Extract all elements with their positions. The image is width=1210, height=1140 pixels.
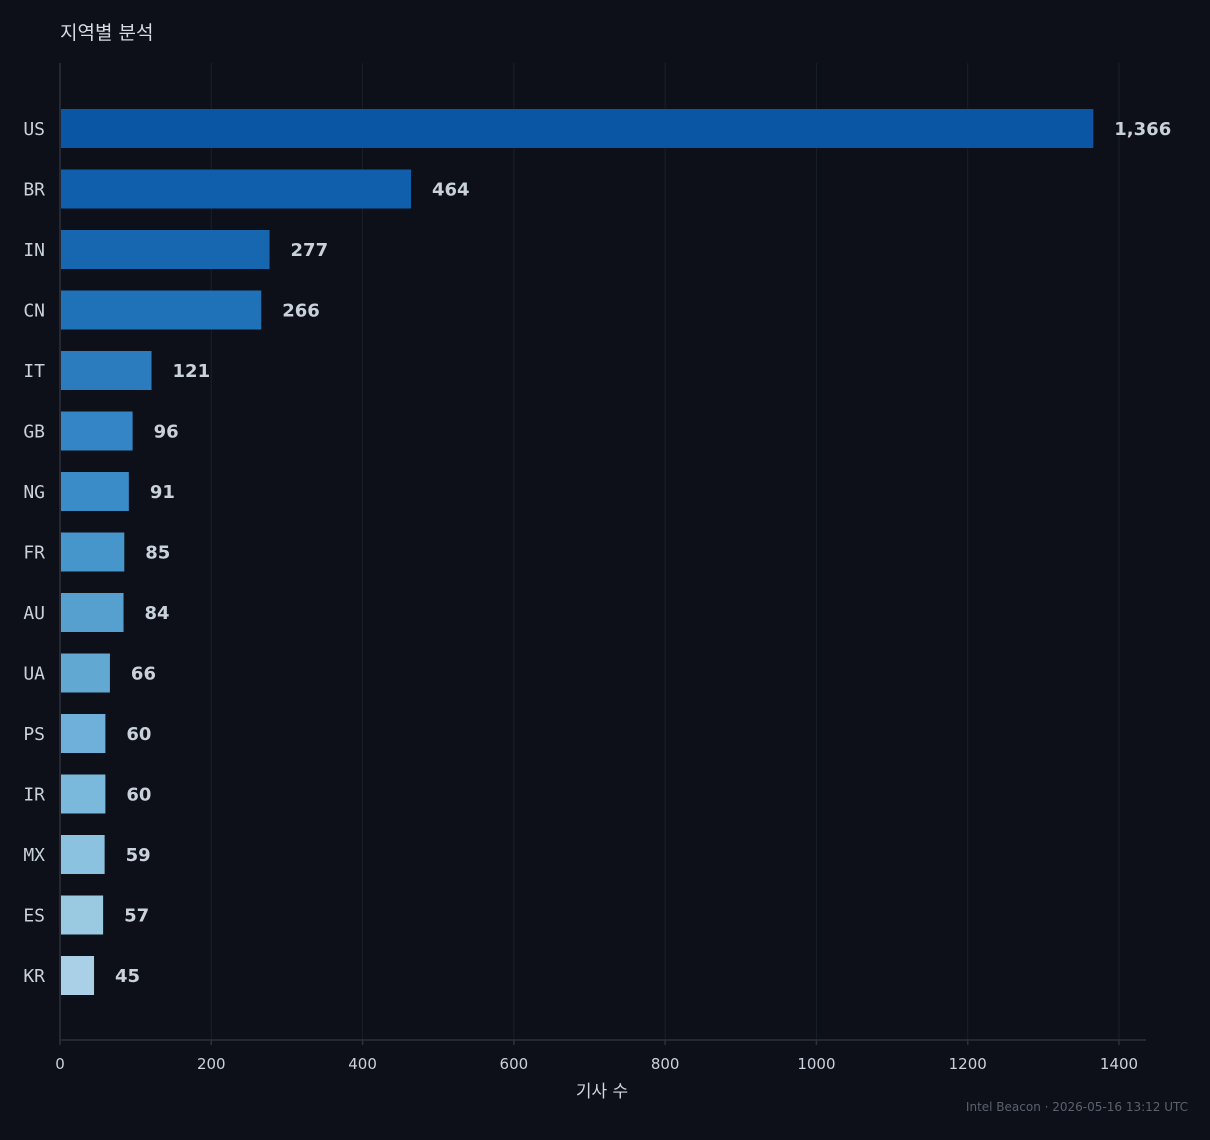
y-tick-label: KR	[23, 966, 45, 987]
bar-gb	[61, 411, 133, 451]
y-tick-label: MX	[23, 845, 45, 866]
bar-in	[61, 230, 270, 269]
y-tick-label: FR	[23, 543, 45, 564]
bar-value-label: 84	[145, 603, 170, 624]
y-tick-label: NG	[23, 482, 45, 503]
bar-it	[61, 351, 152, 390]
bar-br	[61, 169, 411, 209]
axis-layer: 0 200 400 600 800 1000 1200 1400 US BR IN CN IT GB NG F…	[23, 63, 1146, 1073]
bar-value-label: 66	[131, 664, 156, 685]
chart-title: 지역별 분석	[60, 22, 153, 44]
grid-layer	[210, 63, 1120, 1040]
x-tick-label: 0	[55, 1055, 65, 1073]
bar-cn	[61, 290, 262, 330]
x-tick-label: 1400	[1100, 1055, 1138, 1073]
bar-value-label: 96	[154, 422, 179, 443]
bar-ua	[61, 653, 110, 693]
bar-au	[61, 593, 124, 632]
x-tick-label: 1200	[949, 1055, 987, 1073]
bar-value-label: 277	[291, 240, 329, 261]
y-tick-label: UA	[23, 664, 45, 685]
bar-value-label: 57	[124, 906, 149, 927]
bar-us	[61, 109, 1094, 148]
bar-value-label: 1,366	[1114, 119, 1171, 140]
x-tick-label: 200	[197, 1055, 226, 1073]
y-tick-label: US	[23, 119, 45, 140]
bar-value-label: 266	[282, 301, 320, 322]
y-tick-label: BR	[23, 180, 45, 201]
bar-value-label: 60	[126, 785, 151, 806]
bar-value-label: 91	[150, 482, 175, 503]
x-tick-label: 400	[348, 1055, 377, 1073]
bar-kr	[61, 956, 95, 995]
bar-value-label: 59	[126, 845, 151, 866]
y-tick-label: CN	[23, 301, 45, 322]
bar-layer: 1,366 464 277 266 121 96 91 85 84 66 60 60 59 57 45	[61, 109, 1171, 995]
y-tick-label: IT	[23, 361, 45, 382]
x-tick-label: 1000	[797, 1055, 835, 1073]
y-tick-label: IR	[23, 785, 45, 806]
bar-ps	[61, 714, 106, 753]
bar-es	[61, 895, 104, 935]
x-axis-title: 기사 수	[576, 1082, 628, 1102]
bar-ng	[61, 472, 129, 511]
y-tick-label: IN	[23, 240, 45, 261]
bar-value-label: 60	[126, 724, 151, 745]
y-tick-label: GB	[23, 422, 45, 443]
y-tick-label: PS	[23, 724, 45, 745]
footer-timestamp: Intel Beacon · 2026-05-16 13:12 UTC	[966, 1100, 1188, 1114]
bar-mx	[61, 835, 105, 874]
bar-ir	[61, 774, 106, 814]
bar-fr	[61, 532, 125, 572]
x-tick-label: 600	[500, 1055, 529, 1073]
bar-value-label: 464	[432, 180, 470, 201]
x-tick-label: 800	[651, 1055, 680, 1073]
bar-value-label: 121	[173, 361, 211, 382]
y-tick-label: ES	[23, 906, 45, 927]
y-tick-label: AU	[23, 603, 45, 624]
bar-value-label: 85	[145, 543, 170, 564]
bar-value-label: 45	[115, 966, 140, 987]
